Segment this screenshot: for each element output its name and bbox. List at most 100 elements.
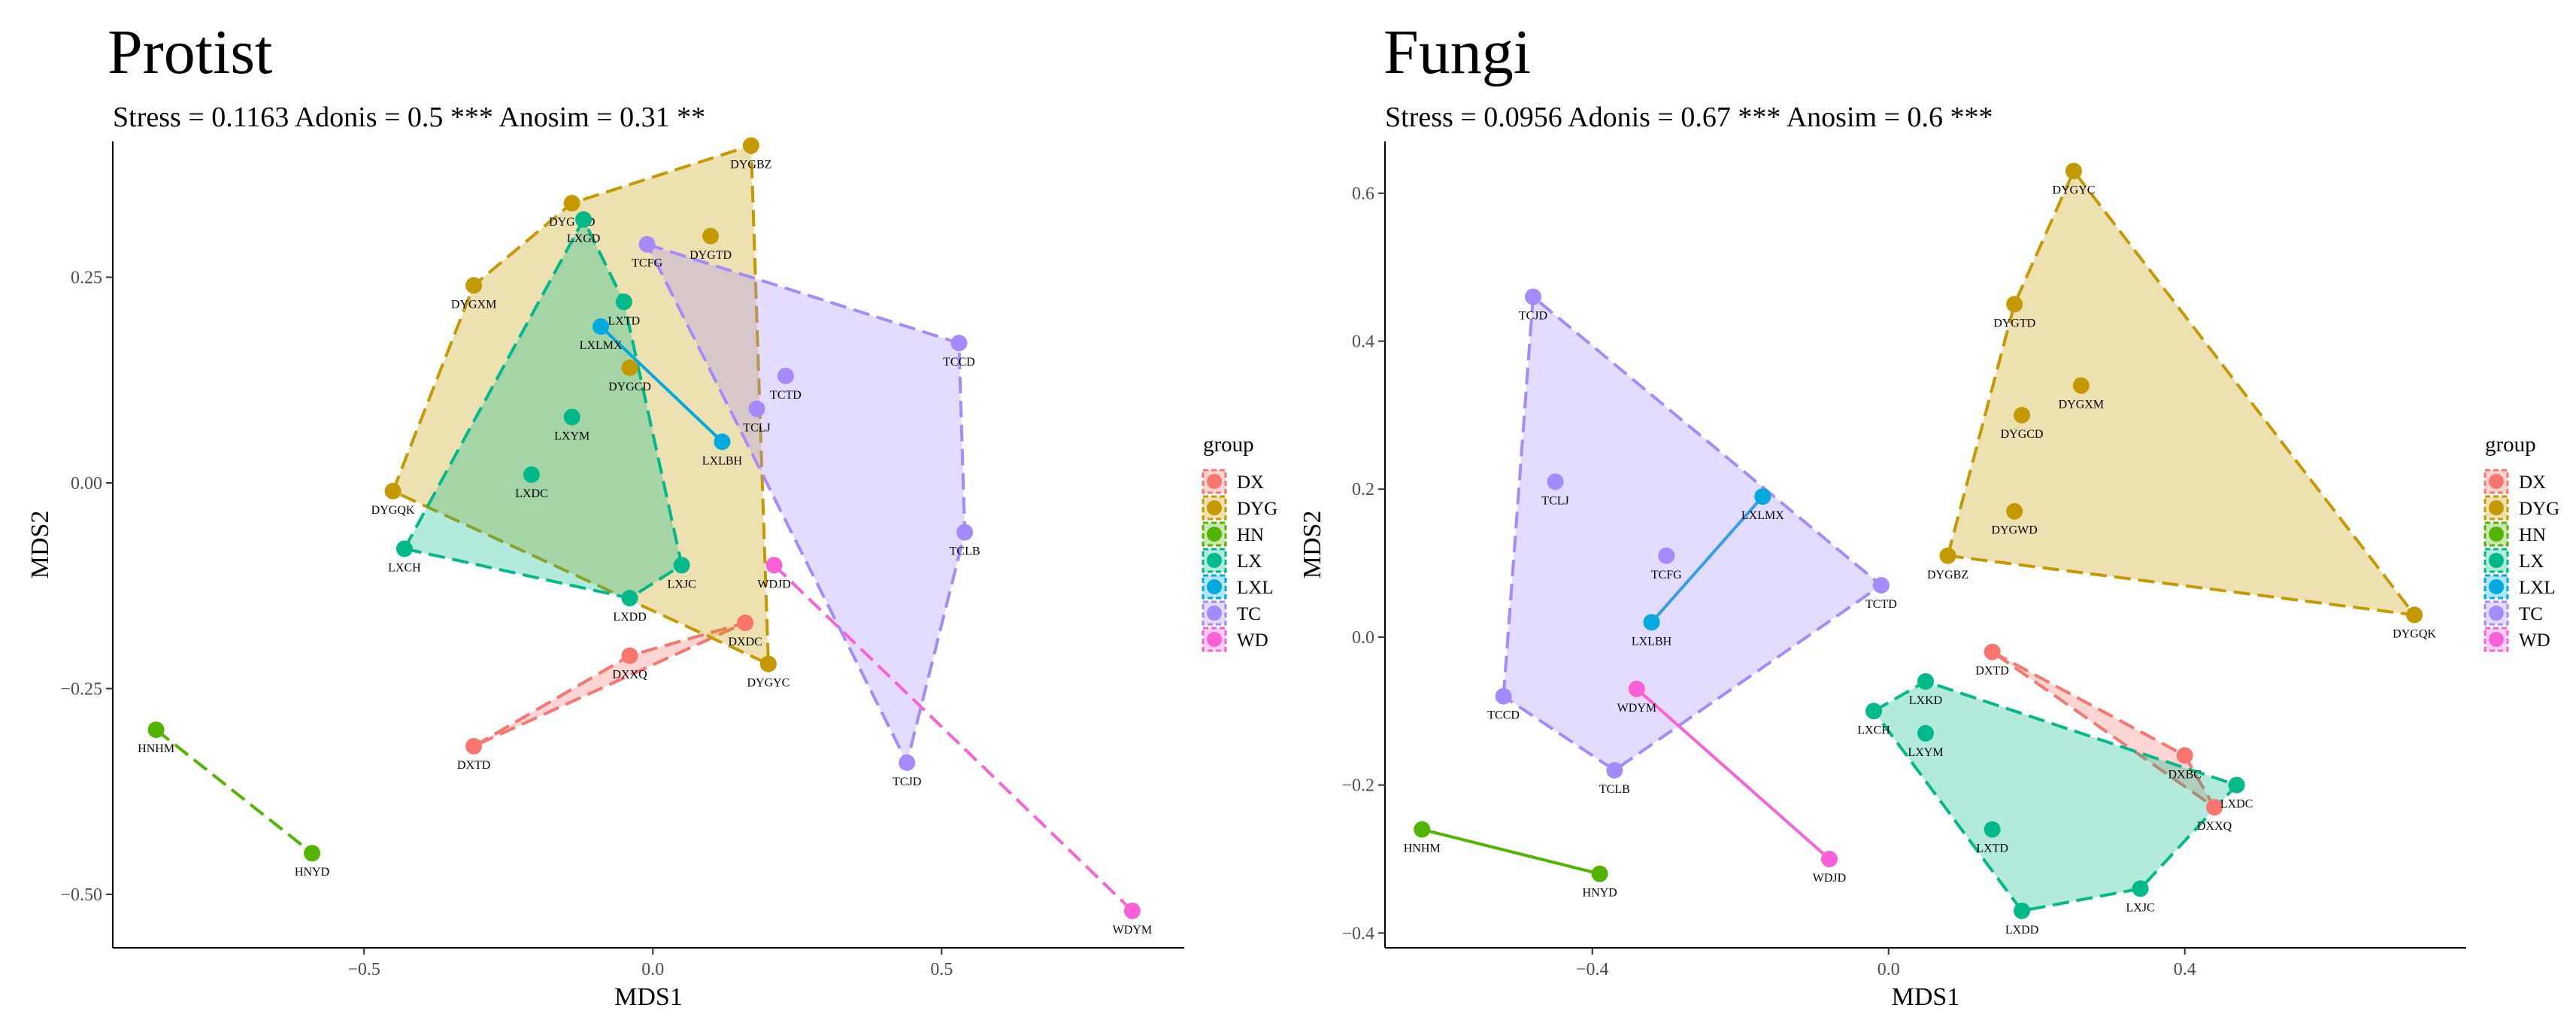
point-label: DYGTD (1993, 317, 2035, 329)
point-label: TCJD (1519, 310, 1547, 323)
data-points: DXTD DXBC DXXQ DYGYC DYGTD DYGXM DYGCD DYGWD DYG… (1404, 162, 2436, 937)
group-hull-lx (1872, 679, 2238, 912)
point-label: DYGTD (689, 249, 732, 262)
point-label: TCFG (632, 257, 662, 270)
data-point-tclb (956, 524, 974, 541)
point-label: LXCH (388, 561, 421, 574)
legend-marker-dyg (1207, 500, 1222, 515)
x-tick-label: 0.4 (2174, 960, 2196, 979)
legend-label-lx: LX (2519, 551, 2544, 572)
point-label: WDYM (1617, 702, 1656, 715)
data-point-lxdd (621, 590, 638, 607)
group-hull-lx (402, 217, 683, 600)
group-hull-dx (472, 621, 747, 748)
group-hull-tc (1502, 295, 1883, 772)
point-label: HNHM (138, 742, 174, 755)
chart-panel-fungi: Fungi Stress = 0.0956 Adonis = 0.67 *** A… (1299, 17, 2559, 1011)
point-label: DYGXM (2059, 399, 2104, 411)
point-label: DXXQ (612, 669, 647, 682)
data-point-dygcd (621, 359, 638, 376)
legend-label-wd: WD (2519, 630, 2550, 651)
chart-title: Fungi (1383, 17, 1531, 87)
legend-marker-lxl (1207, 579, 1222, 594)
y-tick-label: 0.4 (1352, 332, 1374, 352)
data-point-tctd (777, 367, 794, 384)
data-point-tccd (950, 335, 968, 351)
y-tick-label: −0.4 (1341, 924, 1374, 943)
point-label: DYGQK (2393, 627, 2436, 640)
point-label: DYGQK (371, 504, 415, 517)
data-point-tcjd (1524, 288, 1541, 305)
data-point-tctd (1872, 577, 1890, 594)
point-label: LXLMX (1741, 509, 1784, 522)
point-label: WDJD (757, 578, 790, 591)
group-line-hn (1421, 827, 1601, 876)
data-point-lxdc (2228, 776, 2245, 794)
point-label: LXTD (1976, 842, 2008, 855)
legend-label-tc: TC (2519, 604, 2543, 624)
data-point-tclj (748, 400, 765, 417)
point-label: DYGBZ (730, 158, 771, 171)
data-point-dygbz (742, 137, 759, 154)
group-shapes (155, 144, 1134, 912)
point-label: LXTD (608, 314, 641, 327)
group-line-wd (1635, 688, 1831, 861)
data-point-dygwd (2006, 502, 2023, 520)
y-tick-label: −0.25 (60, 679, 102, 699)
legend-marker-lxl (2489, 579, 2504, 594)
point-label: TCJD (893, 776, 921, 788)
data-point-dxdc (737, 614, 754, 631)
legend-label-dyg: DYG (1237, 499, 1277, 519)
point-label: DXTD (1975, 665, 2008, 678)
point-label: HNYD (1583, 887, 1617, 900)
point-label: LXDD (2005, 924, 2038, 937)
data-point-dygtd (2006, 296, 2023, 313)
legend-label-hn: HN (1237, 525, 1264, 545)
data-point-tclj (1547, 473, 1564, 490)
point-label: TCCD (943, 356, 975, 369)
point-label: DYGBZ (1927, 569, 1968, 581)
data-point-dxbc (2176, 747, 2193, 764)
y-tick-label: −0.50 (60, 885, 102, 905)
group-hull-dyg (1946, 169, 2417, 617)
data-point-hnyd (1591, 865, 1608, 882)
y-tick-label: 0.00 (71, 474, 102, 493)
data-point-dygbz (1939, 547, 1956, 564)
data-point-wdjd (765, 557, 783, 574)
point-label: LXDD (613, 611, 646, 624)
point-label: DXDC (729, 636, 762, 648)
data-point-wdym (1628, 680, 1645, 697)
point-label: LXJC (2126, 901, 2155, 914)
legend-marker-lx (2489, 553, 2504, 568)
legend-label-dx: DX (2519, 472, 2546, 493)
data-point-lxtd (1984, 821, 2001, 838)
legend-marker-tc (2489, 606, 2504, 621)
legend-label-dyg: DYG (2519, 499, 2559, 519)
point-label: TCFG (1651, 569, 1682, 581)
legend-marker-wd (2489, 632, 2504, 647)
data-point-lxlmx (592, 318, 610, 335)
legend-label-lxl: LXL (2519, 578, 2556, 598)
y-tick-label: 0.6 (1352, 184, 1374, 204)
data-point-wdjd (1820, 850, 1838, 867)
legend-marker-lx (1207, 553, 1222, 568)
point-label: DYGYC (747, 677, 789, 690)
data-point-dygyc (2065, 162, 2082, 180)
point-label: TCCD (1487, 709, 1520, 722)
point-label: LXYM (554, 430, 589, 442)
point-label: DYGXM (451, 298, 496, 311)
legend-marker-dyg (2489, 500, 2504, 515)
data-point-tcfg (1658, 547, 1675, 564)
group-line-hn (155, 728, 314, 855)
data-point-dygqk (2406, 606, 2423, 624)
x-tick-label: 0.5 (930, 960, 953, 979)
legend-label-lx: LX (1237, 551, 1262, 572)
data-point-lxlbh (714, 433, 731, 451)
legend-label-lxl: LXL (1237, 578, 1274, 598)
point-label: WDJD (1813, 872, 1846, 885)
legend-title: group (1203, 433, 1254, 457)
group-hull-dx (1990, 650, 2217, 809)
data-point-tccd (1495, 688, 1512, 705)
